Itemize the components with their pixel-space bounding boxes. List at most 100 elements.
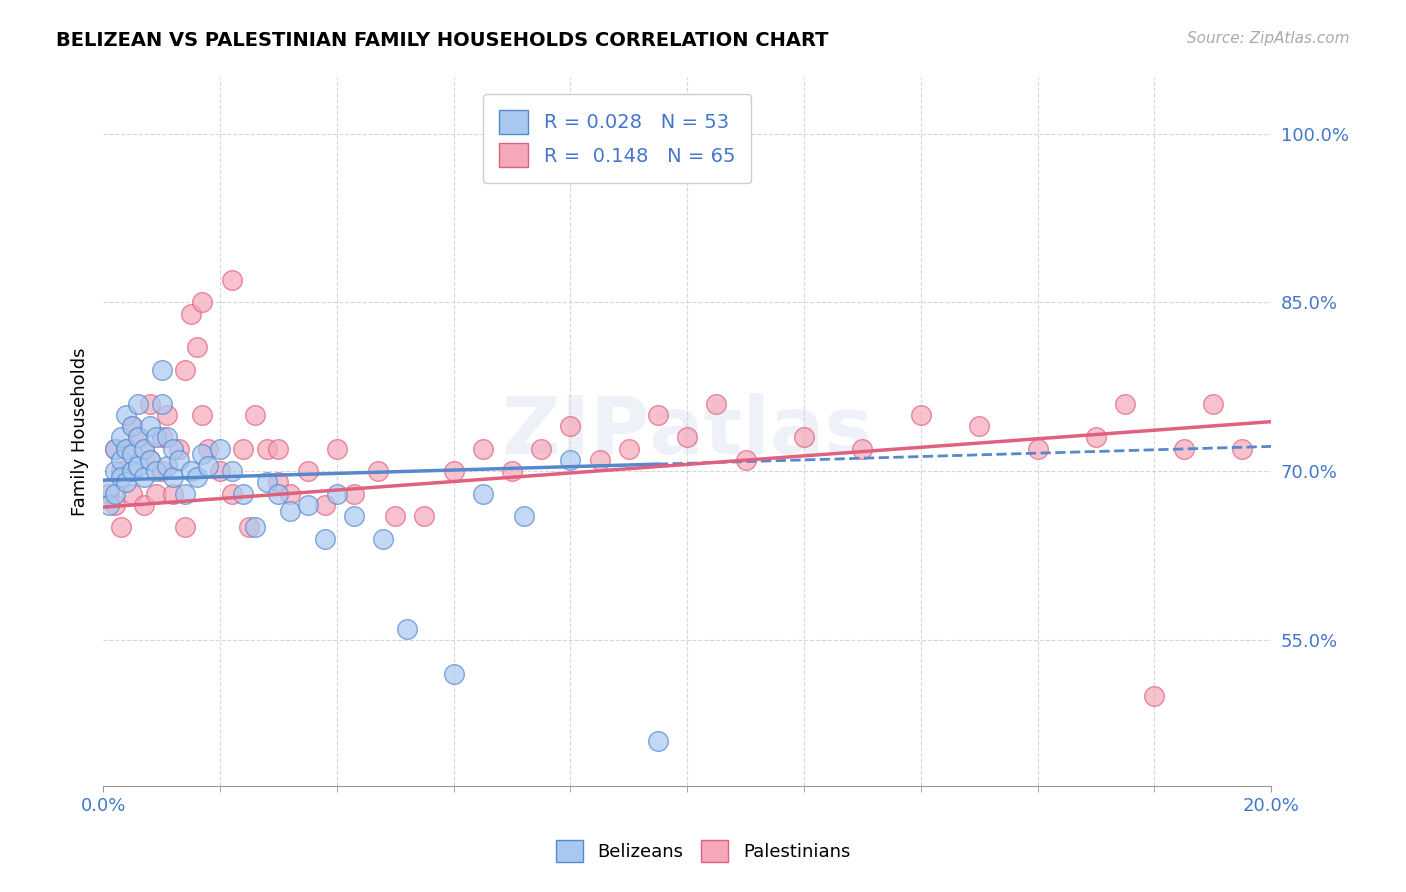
Point (443, 464, 465, 478)
Point (1114, 397, 1136, 411)
Point (186, 470, 208, 484)
Point (343, 486, 366, 500)
Point (104, 442, 127, 456)
Point (115, 475, 138, 490)
Point (384, 509, 406, 524)
Point (127, 397, 149, 411)
Point (367, 464, 389, 478)
Point (314, 498, 336, 512)
Point (256, 475, 278, 490)
Point (221, 486, 243, 500)
Point (910, 408, 932, 422)
Text: ZIP​atlas: ZIP​atlas (502, 392, 872, 471)
Point (162, 470, 184, 484)
Point (110, 470, 132, 484)
Point (156, 430, 179, 444)
Point (127, 458, 149, 473)
Point (173, 520, 195, 534)
Point (139, 397, 162, 411)
Point (98, 486, 121, 500)
Point (512, 509, 534, 524)
Point (278, 503, 301, 517)
Point (173, 486, 195, 500)
Legend: Belizeans, Palestinians: Belizeans, Palestinians (548, 833, 858, 870)
Point (267, 475, 290, 490)
Point (145, 464, 167, 478)
Point (104, 464, 127, 478)
Point (110, 453, 132, 467)
Point (501, 464, 523, 478)
Point (110, 430, 132, 444)
Point (104, 442, 127, 456)
Point (443, 666, 465, 681)
Point (191, 295, 214, 310)
Point (256, 442, 278, 456)
Point (191, 408, 214, 422)
Point (413, 509, 436, 524)
Point (243, 520, 266, 534)
Legend: R = 0.028   N = 53, R =  0.148   N = 65: R = 0.028 N = 53, R = 0.148 N = 65 (484, 95, 751, 183)
Point (232, 486, 254, 500)
Point (278, 486, 301, 500)
Point (180, 307, 202, 321)
Point (162, 486, 184, 500)
Point (297, 464, 319, 478)
Point (110, 464, 132, 478)
Point (734, 453, 756, 467)
Point (139, 419, 162, 434)
Point (186, 340, 208, 354)
Point (127, 430, 149, 444)
Point (121, 419, 143, 434)
Point (704, 397, 727, 411)
Point (314, 532, 336, 546)
Point (588, 453, 610, 467)
Point (132, 470, 155, 484)
Point (104, 486, 127, 500)
Point (98, 481, 121, 495)
Point (267, 486, 290, 500)
Point (647, 734, 669, 748)
Point (1202, 397, 1225, 411)
Point (104, 498, 127, 512)
Point (115, 442, 138, 456)
Point (150, 464, 173, 478)
Point (150, 397, 173, 411)
Point (173, 363, 195, 377)
Point (221, 464, 243, 478)
Point (132, 442, 155, 456)
Point (325, 486, 347, 500)
Point (167, 442, 190, 456)
Text: Source: ZipAtlas.com: Source: ZipAtlas.com (1187, 31, 1350, 46)
Point (325, 442, 347, 456)
Point (167, 453, 190, 467)
Point (139, 453, 162, 467)
Point (121, 464, 143, 478)
Point (243, 408, 266, 422)
Point (617, 442, 640, 456)
Point (851, 442, 873, 456)
Point (967, 419, 990, 434)
Point (232, 442, 254, 456)
Point (121, 419, 143, 434)
Point (471, 442, 494, 456)
Point (343, 509, 366, 524)
Point (560, 453, 582, 467)
Point (676, 430, 699, 444)
Point (1173, 442, 1195, 456)
Point (139, 453, 162, 467)
Point (156, 408, 179, 422)
Point (150, 363, 173, 377)
Point (395, 622, 418, 636)
Point (1026, 442, 1049, 456)
Point (208, 442, 231, 456)
Point (180, 464, 202, 478)
Y-axis label: Family Households: Family Households (72, 348, 89, 516)
Point (1230, 442, 1253, 456)
Point (197, 442, 219, 456)
Point (98, 498, 121, 512)
Point (208, 464, 231, 478)
Point (127, 430, 149, 444)
Point (191, 447, 214, 461)
Point (221, 273, 243, 287)
Point (560, 419, 582, 434)
